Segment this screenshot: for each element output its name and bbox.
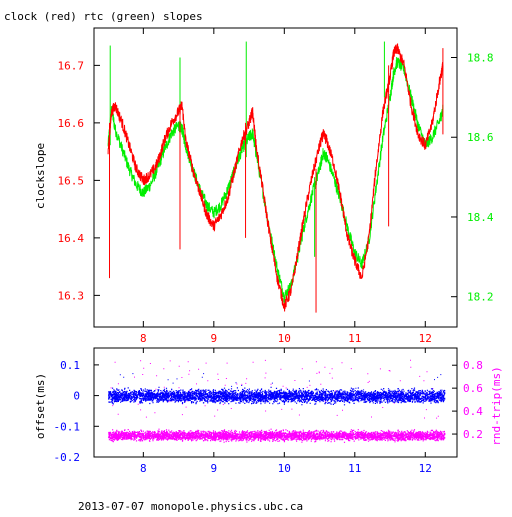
clock-series-line xyxy=(107,43,444,312)
y-tick-label: 0 xyxy=(73,390,80,403)
y2-tick-label: 0.2 xyxy=(463,428,483,441)
x-tick-label: 10 xyxy=(278,332,291,345)
x-tick-label: 10 xyxy=(278,462,291,475)
x-tick-label: 11 xyxy=(348,462,361,475)
y-tick-label: 16.6 xyxy=(58,117,85,130)
x-tick-label: 8 xyxy=(140,332,147,345)
x-tick-label: 11 xyxy=(348,332,361,345)
x-tick-label: 12 xyxy=(419,462,432,475)
y-tick-label: 16.5 xyxy=(58,174,85,187)
y-tick-label: -0.1 xyxy=(54,420,81,433)
x-tick-label: 12 xyxy=(419,332,432,345)
offset-axis-label: offset(ms) xyxy=(34,373,47,439)
y-tick-label: 16.7 xyxy=(58,59,85,72)
offset-plot-frame xyxy=(93,347,458,458)
rnd-trip-axis-label: rnd-trip(ms) xyxy=(490,366,503,445)
rnd-trip-scatter-points xyxy=(108,359,446,443)
footer-label: 2013-07-07 monopole.physics.ubc.ca xyxy=(78,500,303,512)
y-tick-label: 16.4 xyxy=(58,232,85,245)
y2-tick-label: 18.4 xyxy=(467,211,494,224)
clockslope-axis-label: clockslope xyxy=(34,143,47,209)
page-title: clock (red) rtc (green) slopes xyxy=(4,10,203,23)
offset-panel: 8 9 10 11 12 -0.2 -0.1 0 0.1 0.2 0.4 0.6 0.8 xyxy=(54,347,483,475)
y-tick-label: 16.3 xyxy=(58,289,85,302)
x-tick-label: 8 xyxy=(140,462,147,475)
x-tick-label: 9 xyxy=(211,332,218,345)
y2-tick-label: 0.6 xyxy=(463,382,483,395)
slope-panel: 8 9 10 11 12 16.3 16.4 16.5 16.6 16.7 18.2 18.4 18.6… xyxy=(58,27,494,345)
slope-plot-frame xyxy=(93,27,458,328)
y2-tick-label: 18.8 xyxy=(467,52,494,65)
y2-tick-label: 0.4 xyxy=(463,405,483,418)
y2-tick-label: 0.8 xyxy=(463,359,483,372)
x-tick-label: 9 xyxy=(211,462,218,475)
y-tick-label: 0.1 xyxy=(60,359,80,372)
y2-tick-label: 18.2 xyxy=(467,291,494,304)
y-tick-label: -0.2 xyxy=(54,451,81,464)
y2-tick-label: 18.6 xyxy=(467,131,494,144)
offset-scatter-points xyxy=(108,373,446,406)
